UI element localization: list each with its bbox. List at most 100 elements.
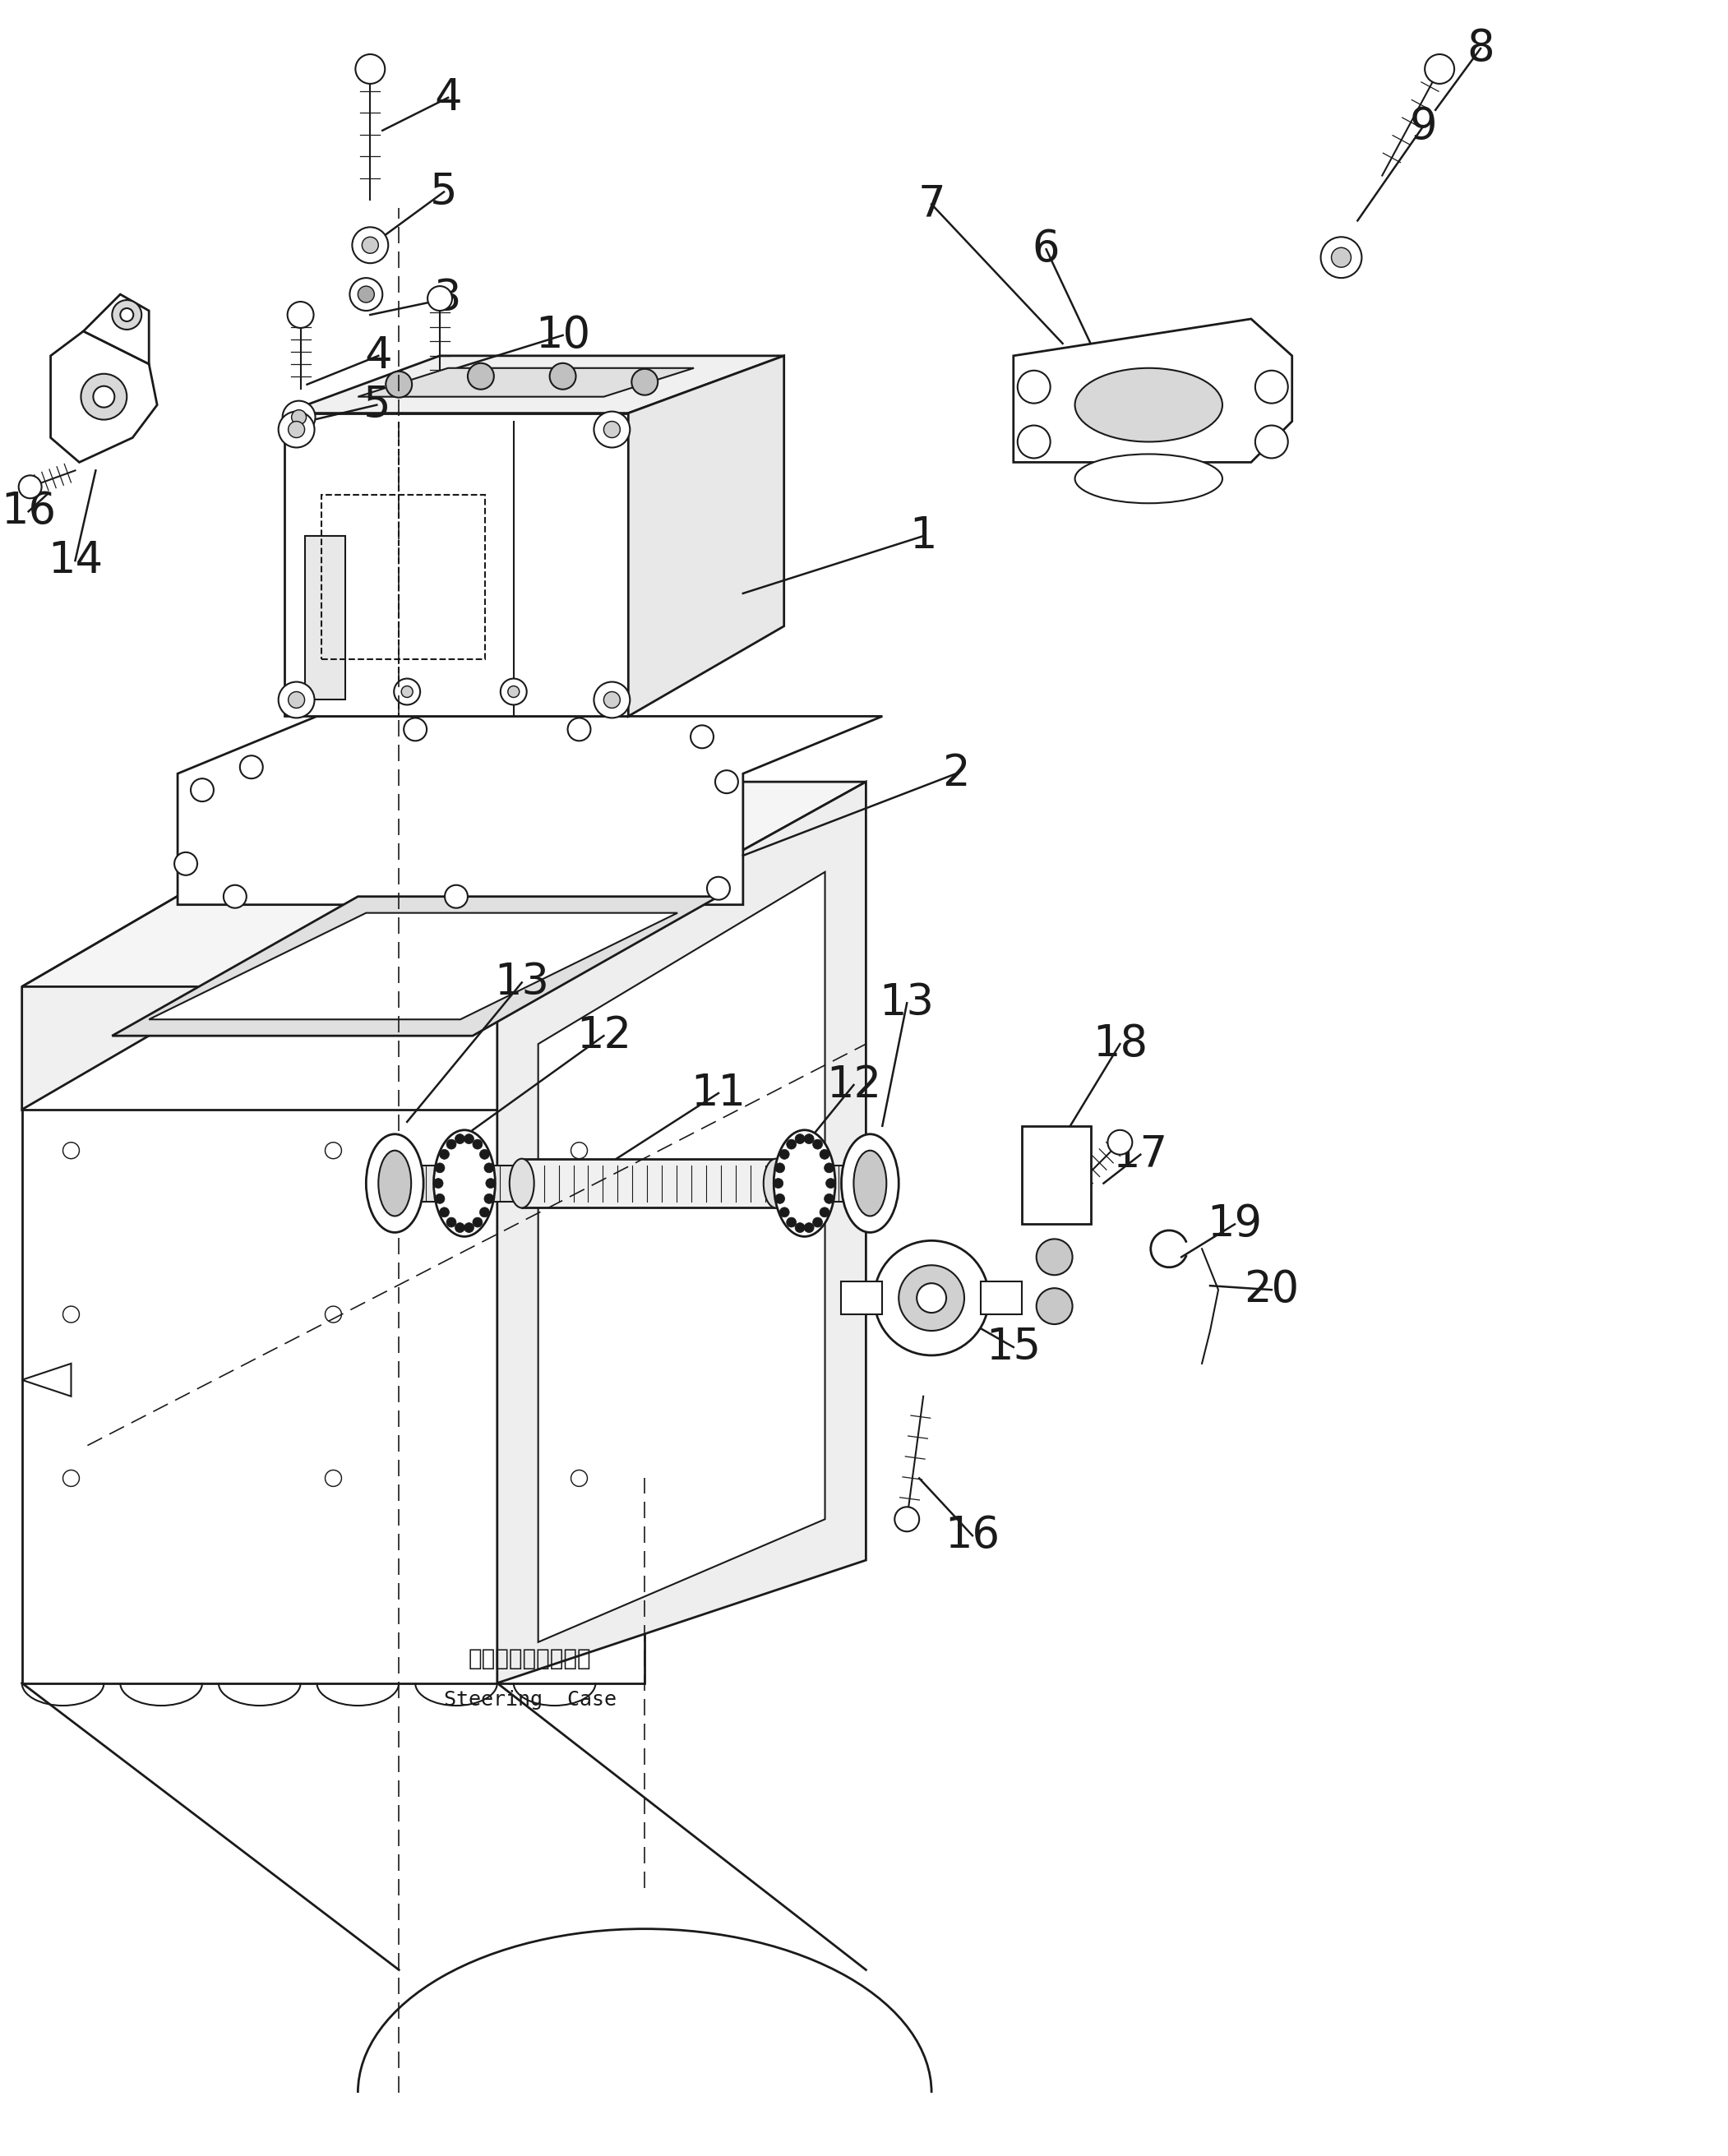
Circle shape — [1426, 54, 1455, 84]
Circle shape — [1331, 248, 1351, 267]
Circle shape — [486, 1179, 496, 1188]
Text: 5: 5 — [363, 384, 391, 427]
Circle shape — [774, 1194, 785, 1203]
Text: 13: 13 — [880, 981, 935, 1024]
Text: 6: 6 — [1032, 229, 1059, 272]
Polygon shape — [1013, 319, 1293, 461]
Circle shape — [175, 852, 197, 875]
Circle shape — [439, 1207, 449, 1218]
Circle shape — [468, 362, 494, 390]
Text: 10: 10 — [536, 315, 591, 356]
Circle shape — [454, 1222, 465, 1233]
Circle shape — [278, 681, 314, 718]
Polygon shape — [83, 295, 149, 364]
Ellipse shape — [854, 1151, 886, 1216]
Circle shape — [473, 1218, 482, 1227]
Circle shape — [292, 410, 306, 425]
Circle shape — [353, 226, 389, 263]
Circle shape — [19, 474, 41, 498]
Polygon shape — [22, 1363, 71, 1397]
Circle shape — [550, 362, 575, 390]
Polygon shape — [22, 783, 375, 1110]
Text: 16: 16 — [945, 1514, 1001, 1557]
Circle shape — [361, 237, 378, 254]
Bar — [399, 1164, 866, 1201]
Ellipse shape — [842, 1134, 899, 1233]
Text: 1: 1 — [909, 515, 937, 558]
Circle shape — [895, 1507, 919, 1531]
Ellipse shape — [366, 1134, 423, 1233]
Circle shape — [786, 1218, 797, 1227]
Polygon shape — [283, 356, 785, 414]
Text: 12: 12 — [826, 1063, 881, 1106]
Polygon shape — [22, 1110, 645, 1684]
Bar — [321, 496, 486, 660]
Circle shape — [465, 1222, 473, 1233]
Circle shape — [62, 1307, 79, 1322]
Circle shape — [427, 287, 453, 310]
Circle shape — [401, 686, 413, 696]
Circle shape — [444, 886, 468, 908]
Bar — [842, 1281, 883, 1315]
Text: 7: 7 — [918, 183, 945, 226]
Text: 12: 12 — [575, 1015, 631, 1056]
Bar — [304, 537, 346, 701]
Circle shape — [454, 1134, 465, 1145]
Text: 18: 18 — [1092, 1022, 1147, 1065]
Text: 3: 3 — [434, 276, 461, 319]
Ellipse shape — [510, 1158, 534, 1207]
Text: 4: 4 — [434, 75, 461, 119]
Text: 17: 17 — [1113, 1134, 1168, 1175]
Circle shape — [603, 420, 620, 438]
Circle shape — [289, 420, 304, 438]
Bar — [1021, 1125, 1092, 1225]
Circle shape — [385, 371, 411, 397]
Ellipse shape — [1075, 455, 1222, 502]
Circle shape — [819, 1149, 829, 1160]
Circle shape — [824, 1194, 835, 1203]
Circle shape — [795, 1134, 805, 1145]
Circle shape — [480, 1207, 489, 1218]
Circle shape — [435, 1162, 444, 1173]
Text: 19: 19 — [1208, 1203, 1261, 1246]
Circle shape — [824, 1162, 835, 1173]
Circle shape — [289, 692, 304, 707]
Circle shape — [707, 877, 729, 899]
Text: 13: 13 — [494, 962, 550, 1005]
Circle shape — [325, 1470, 342, 1485]
Ellipse shape — [378, 1151, 411, 1216]
Circle shape — [1037, 1287, 1073, 1324]
Circle shape — [325, 1143, 342, 1158]
Circle shape — [394, 679, 420, 705]
Polygon shape — [283, 414, 629, 716]
Text: 8: 8 — [1467, 28, 1495, 69]
Circle shape — [826, 1179, 836, 1188]
Circle shape — [774, 1179, 783, 1188]
Text: 2: 2 — [942, 752, 969, 796]
Circle shape — [484, 1194, 494, 1203]
Circle shape — [795, 1222, 805, 1233]
Circle shape — [358, 287, 375, 302]
Polygon shape — [498, 783, 866, 1684]
Circle shape — [446, 1138, 456, 1149]
Circle shape — [812, 1218, 823, 1227]
Circle shape — [404, 718, 427, 742]
Polygon shape — [22, 783, 866, 987]
Text: 14: 14 — [48, 539, 102, 582]
Circle shape — [804, 1222, 814, 1233]
Circle shape — [804, 1134, 814, 1145]
Circle shape — [779, 1149, 790, 1160]
Text: 20: 20 — [1244, 1268, 1299, 1311]
Polygon shape — [149, 912, 677, 1020]
Text: 15: 15 — [987, 1326, 1040, 1369]
Circle shape — [240, 755, 263, 778]
Circle shape — [278, 412, 314, 448]
Text: 11: 11 — [691, 1072, 746, 1115]
Circle shape — [508, 686, 520, 696]
Text: 9: 9 — [1410, 106, 1438, 149]
Circle shape — [62, 1143, 79, 1158]
Circle shape — [715, 770, 738, 793]
Polygon shape — [537, 871, 824, 1643]
Ellipse shape — [434, 1130, 496, 1238]
Circle shape — [81, 373, 126, 420]
